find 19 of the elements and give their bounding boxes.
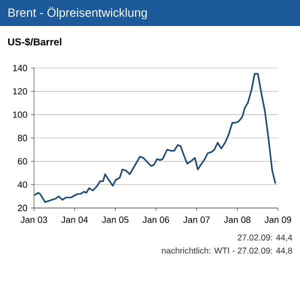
y-tick-label: 20 <box>18 204 28 212</box>
text: nachrichtlich: WTI - 27.02.09: 44,8 <box>162 247 292 255</box>
chart-title: Brent - Ölpreisentwicklung <box>8 6 147 20</box>
y-tick-label: 140 <box>13 64 28 72</box>
x-tick-label: Jan 06 <box>142 216 170 223</box>
text: 27.02.09: 44,4 <box>238 234 292 242</box>
y-tick-label: 100 <box>13 111 28 118</box>
x-tick-label: Jan 04 <box>61 216 88 223</box>
y-axis-title: US-$/Barrel <box>8 38 62 46</box>
y-tick-label: 40 <box>18 181 28 188</box>
x-tick-label: Jan 08 <box>224 216 250 223</box>
line-series <box>34 73 276 203</box>
x-tick-label: Jan 05 <box>102 216 128 223</box>
y-tick-label: 120 <box>13 88 28 95</box>
x-tick-label: Jan 03 <box>20 216 48 223</box>
x-tick-label: Jan 07 <box>183 216 210 223</box>
y-tick-label: 80 <box>18 134 28 142</box>
y-tick-label: 60 <box>18 158 28 165</box>
x-tick-label: Jan 09 <box>264 216 292 223</box>
